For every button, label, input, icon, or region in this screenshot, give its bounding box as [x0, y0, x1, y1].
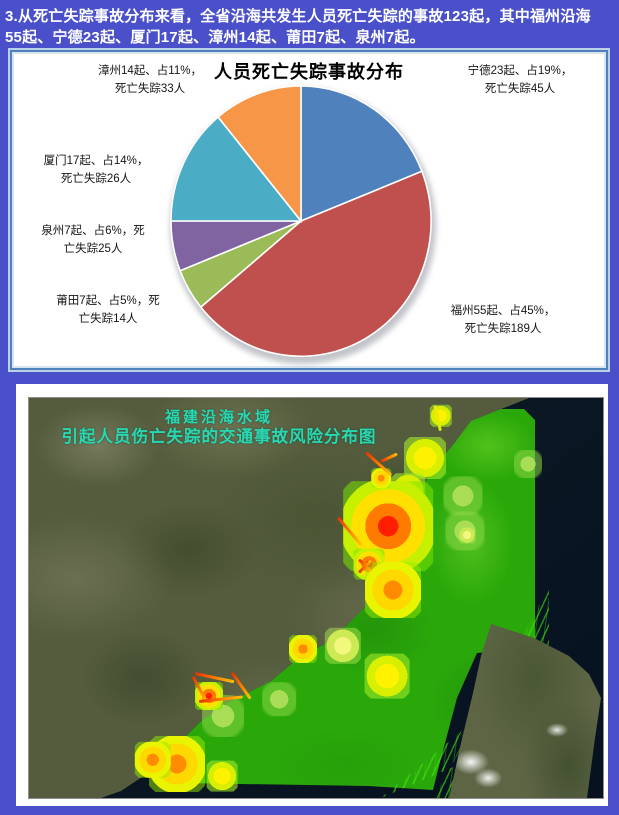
header-paragraph: 3.从死亡失踪事故分布来看，全省沿海共发生人员死亡失踪的事故123起，其中福州沿… — [5, 6, 617, 48]
map-title: 福建沿海水域 引起人员伤亡失踪的交通事故风险分布图 — [35, 408, 403, 448]
pie-label-宁德: 宁德23起、占19%， 死亡失踪45人 — [467, 65, 573, 95]
risk-hotspot-high — [134, 741, 172, 779]
pie-chart-panel: 人员死亡失踪事故分布 宁德23起、占19%， 死亡失踪45人福州55起、占45%，… — [10, 50, 608, 370]
header-line-2: 55起、宁德23起、厦门17起、漳州14起、莆田7起、泉州7起。 — [5, 29, 425, 46]
pie-slice-福州 — [199, 170, 432, 357]
header-line-1: 3.从死亡失踪事故分布来看，全省沿海共发生人员死亡失踪的事故123起，其中福州沿… — [5, 8, 591, 25]
risk-hotspot-low — [458, 526, 476, 544]
pie-slice-漳州 — [216, 85, 302, 224]
satellite-map: 福建沿海水域 引起人员伤亡失踪的交通事故风险分布图 — [28, 397, 604, 799]
risk-hotspot-medium — [404, 437, 446, 479]
pie-label-漳州: 漳州14起、占11%， 死亡失踪33人 — [98, 65, 202, 95]
risk-hotspot-medium — [364, 653, 410, 699]
risk-hotspot-high — [365, 562, 421, 618]
pie-label-泉州: 泉州7起、占6%，死 亡失踪25人 — [41, 225, 145, 255]
map-title-line-1: 福建沿海水域 — [164, 409, 273, 426]
pie-label-厦门: 厦门17起、占14%， 死亡失踪26人 — [43, 155, 149, 185]
pie-label-福州: 福州55起、占45%， 死亡失踪189人 — [450, 305, 556, 335]
pie-label-莆田: 莆田7起、占5%，死 亡失踪14人 — [56, 295, 160, 325]
pie-slice-厦门 — [170, 115, 303, 222]
risk-hotspot-trace — [514, 450, 542, 478]
risk-map-panel: 福建沿海水域 引起人员伤亡失踪的交通事故风险分布图 — [16, 384, 608, 806]
pie-chart-title: 人员死亡失踪事故分布 — [214, 62, 404, 82]
pie-slice-宁德 — [300, 85, 423, 223]
map-title-line-2: 引起人员伤亡失踪的交通事故风险分布图 — [61, 428, 377, 446]
risk-hotspot-low — [324, 627, 362, 665]
risk-hotspot-medium — [206, 760, 238, 792]
risk-hotspot-trace — [443, 476, 483, 516]
pie-chart — [170, 85, 436, 364]
risk-hotspot-trace — [262, 682, 296, 716]
risk-hotspot-high — [289, 635, 317, 663]
